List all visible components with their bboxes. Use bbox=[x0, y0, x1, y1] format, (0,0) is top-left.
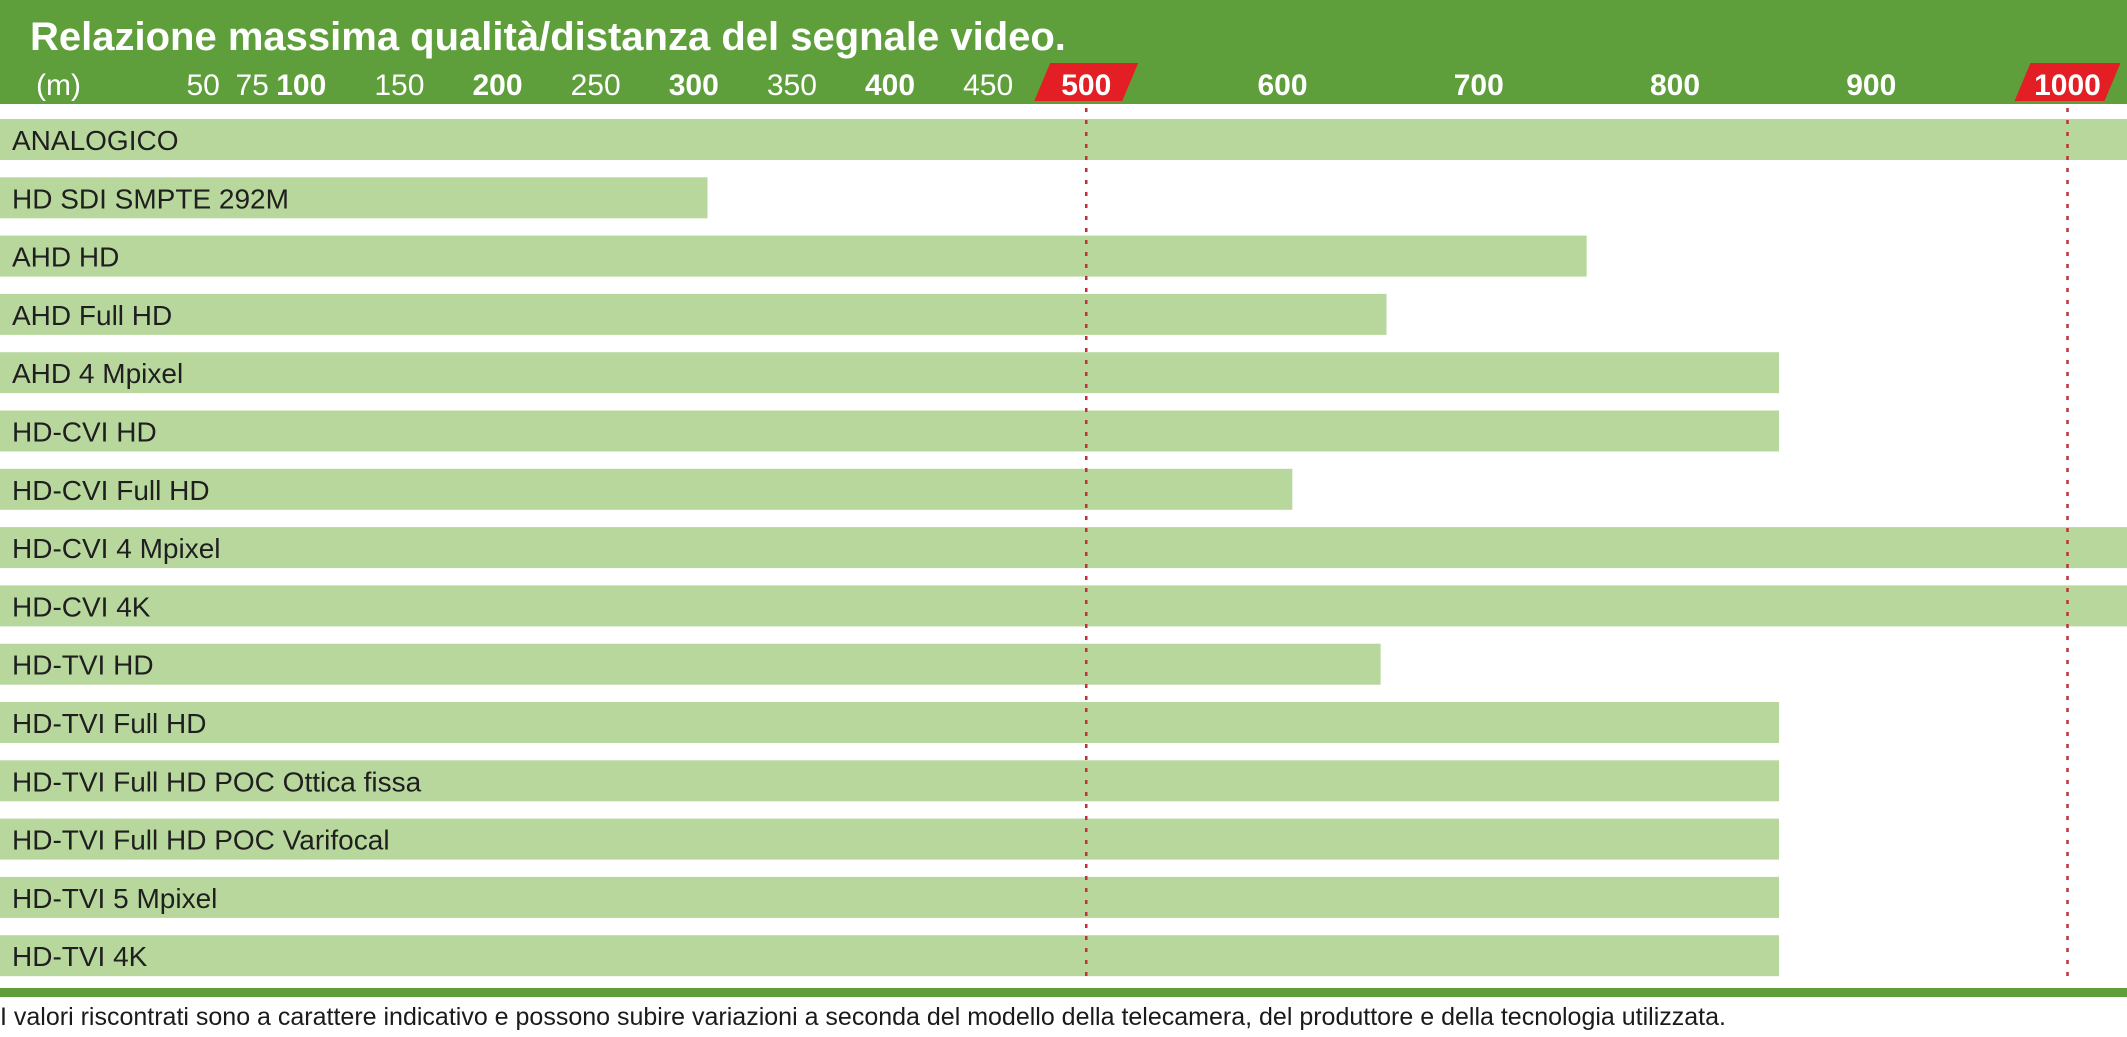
tick-label-250: 250 bbox=[571, 69, 621, 102]
tick-label-200: 200 bbox=[472, 69, 522, 102]
bar-series: ANALOGICO HD SDI SMPTE 292M AHD HD AHD Full… bbox=[0, 119, 2127, 977]
bar-6 bbox=[0, 468, 1293, 510]
bar-12 bbox=[0, 818, 1780, 860]
bar-11 bbox=[0, 760, 1780, 802]
tick-label-350: 350 bbox=[767, 69, 817, 102]
bar-10 bbox=[0, 702, 1780, 743]
reference-lines bbox=[1085, 108, 2069, 984]
x-axis-ticks: 50 75 100 150 200 250 300 350 400 450 500 600 700 800… bbox=[186, 63, 2121, 102]
bar-0 bbox=[0, 119, 2127, 160]
tick-label-1000: 1000 bbox=[2034, 69, 2101, 102]
bar-label-3: AHD Full HD bbox=[12, 300, 172, 331]
bar-label-8: HD-CVI 4K bbox=[12, 591, 151, 622]
bar-3 bbox=[0, 293, 1387, 335]
tick-label-900: 900 bbox=[1846, 69, 1896, 102]
bar-label-14: HD-TVI 4K bbox=[12, 941, 148, 972]
bar-label-11: HD-TVI Full HD POC Ottica fissa bbox=[12, 766, 422, 797]
bar-7 bbox=[0, 527, 2127, 569]
bar-label-5: HD-CVI HD bbox=[12, 417, 157, 448]
tick-highlight-500 bbox=[1034, 63, 1139, 101]
footnote: I valori riscontrati sono a carattere in… bbox=[0, 1003, 1726, 1031]
tick-label-500: 500 bbox=[1061, 69, 1111, 102]
bar-label-0: ANALOGICO bbox=[12, 125, 178, 156]
tick-label-400: 400 bbox=[865, 69, 915, 102]
axis-unit-label: (m) bbox=[36, 69, 81, 102]
bar-5 bbox=[0, 410, 1780, 452]
bar-1 bbox=[0, 177, 708, 219]
bar-label-10: HD-TVI Full HD bbox=[12, 708, 206, 739]
tick-label-100: 100 bbox=[276, 69, 326, 102]
bar-9 bbox=[0, 643, 1381, 685]
bar-4 bbox=[0, 352, 1780, 394]
bar-label-7: HD-CVI 4 Mpixel bbox=[12, 533, 220, 564]
bar-label-4: AHD 4 Mpixel bbox=[12, 358, 183, 389]
chart-title: Relazione massima qualità/distanza del s… bbox=[30, 15, 1066, 59]
tick-label-150: 150 bbox=[374, 69, 424, 102]
tick-label-300: 300 bbox=[669, 69, 719, 102]
bar-label-9: HD-TVI HD bbox=[12, 650, 154, 681]
tick-label-50: 50 bbox=[186, 69, 219, 102]
tick-label-75: 75 bbox=[236, 69, 269, 102]
bar-13 bbox=[0, 876, 1780, 918]
bar-label-12: HD-TVI Full HD POC Varifocal bbox=[12, 825, 390, 856]
tick-label-600: 600 bbox=[1257, 69, 1307, 102]
bar-label-6: HD-CVI Full HD bbox=[12, 475, 210, 506]
tick-label-700: 700 bbox=[1454, 69, 1504, 102]
bottom-rule bbox=[0, 988, 2127, 997]
bar-label-1: HD SDI SMPTE 292M bbox=[12, 183, 289, 214]
tick-highlight-1000 bbox=[2014, 63, 2121, 101]
tick-label-450: 450 bbox=[963, 69, 1013, 102]
bar-2 bbox=[0, 235, 1587, 277]
bar-label-13: HD-TVI 5 Mpixel bbox=[12, 883, 217, 914]
bar-8 bbox=[0, 585, 2127, 627]
bar-label-2: AHD HD bbox=[12, 242, 119, 273]
tick-label-800: 800 bbox=[1650, 69, 1700, 102]
bar-14 bbox=[0, 935, 1780, 977]
